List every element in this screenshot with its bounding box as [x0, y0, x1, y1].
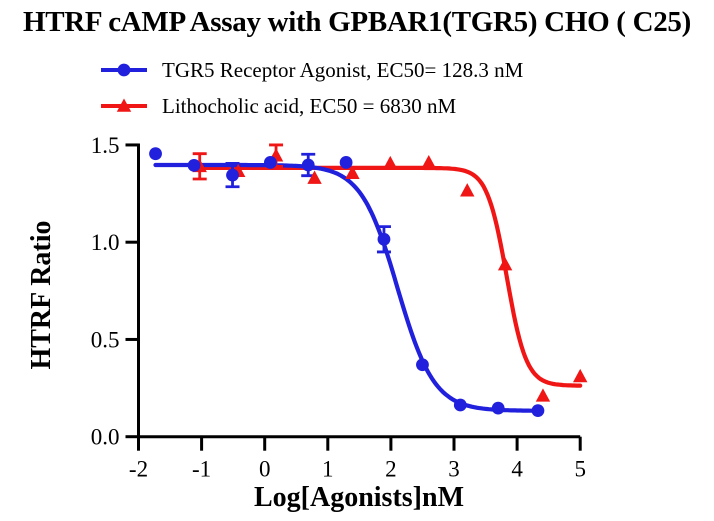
y-axis-title: HTRF Ratio — [26, 220, 57, 370]
data-point-triangle — [460, 183, 475, 197]
y-tick-label: 0.5 — [91, 327, 120, 352]
y-tick-label: 1.5 — [91, 133, 120, 158]
data-point-circle — [491, 401, 505, 415]
data-point-triangle — [421, 154, 436, 169]
tgr5-agonist-markers — [149, 147, 545, 418]
x-tick-label: 2 — [385, 457, 397, 482]
blue-circle-marker-icon — [101, 63, 147, 77]
data-point-circle — [453, 398, 467, 412]
legend-label-lithocholic-acid: Lithocholic acid, EC50 = 6830 nM — [162, 93, 457, 118]
chart-title: HTRF cAMP Assay with GPBAR1(TGR5) CHO ( … — [22, 6, 691, 38]
data-point-circle — [416, 358, 429, 372]
data-point-circle — [339, 156, 353, 169]
data-point-triangle — [383, 155, 398, 170]
y-tick-label: 1.0 — [91, 230, 120, 255]
legend-item-tgr5-agonist: TGR5 Receptor Agonist, EC50= 128.3 nM — [100, 55, 523, 85]
x-axis-title: Log[Agonists]nM — [253, 482, 464, 513]
data-point-circle — [187, 158, 201, 172]
data-point-triangle — [497, 257, 513, 271]
data-point-triangle — [307, 170, 322, 184]
red-triangle-marker-icon — [101, 98, 147, 112]
axes: 0.0 0.5 1.0 1.5 -2 -1 0 1 2 3 4 5 — [91, 133, 586, 482]
x-tick-label: 1 — [322, 457, 334, 482]
data-point-circle — [263, 156, 277, 169]
data-point-triangle — [535, 388, 551, 402]
data-point-triangle — [573, 368, 588, 383]
tgr5-agonist-error-bars — [225, 152, 391, 254]
legend: TGR5 Receptor Agonist, EC50= 128.3 nM Li… — [100, 55, 523, 127]
x-tick-label: 3 — [448, 457, 460, 482]
data-point-circle — [149, 147, 162, 161]
legend-item-lithocholic-acid: Lithocholic acid, EC50 = 6830 nM — [100, 91, 523, 121]
lithocholic-acid-fit-curve — [197, 165, 583, 388]
data-point-circle — [301, 158, 315, 172]
legend-circle — [117, 63, 131, 77]
legend-label-tgr5-agonist: TGR5 Receptor Agonist, EC50= 128.3 nM — [162, 57, 524, 82]
data-point-circle — [226, 168, 239, 182]
x-tick-label: -2 — [129, 457, 148, 482]
legend-triangle — [116, 98, 132, 112]
data-point-triangle — [345, 165, 360, 179]
data-point-circle — [531, 404, 545, 418]
x-tick-label: 4 — [511, 457, 523, 482]
y-tick-label: 0.0 — [91, 425, 120, 450]
x-tick-label: -1 — [192, 457, 211, 482]
axis-spines — [137, 143, 581, 439]
x-tick-label: 0 — [259, 457, 271, 482]
data-point-circle — [377, 232, 391, 246]
tgr5-agonist-fit-curve — [153, 162, 540, 413]
x-tick-label: 5 — [574, 457, 586, 482]
